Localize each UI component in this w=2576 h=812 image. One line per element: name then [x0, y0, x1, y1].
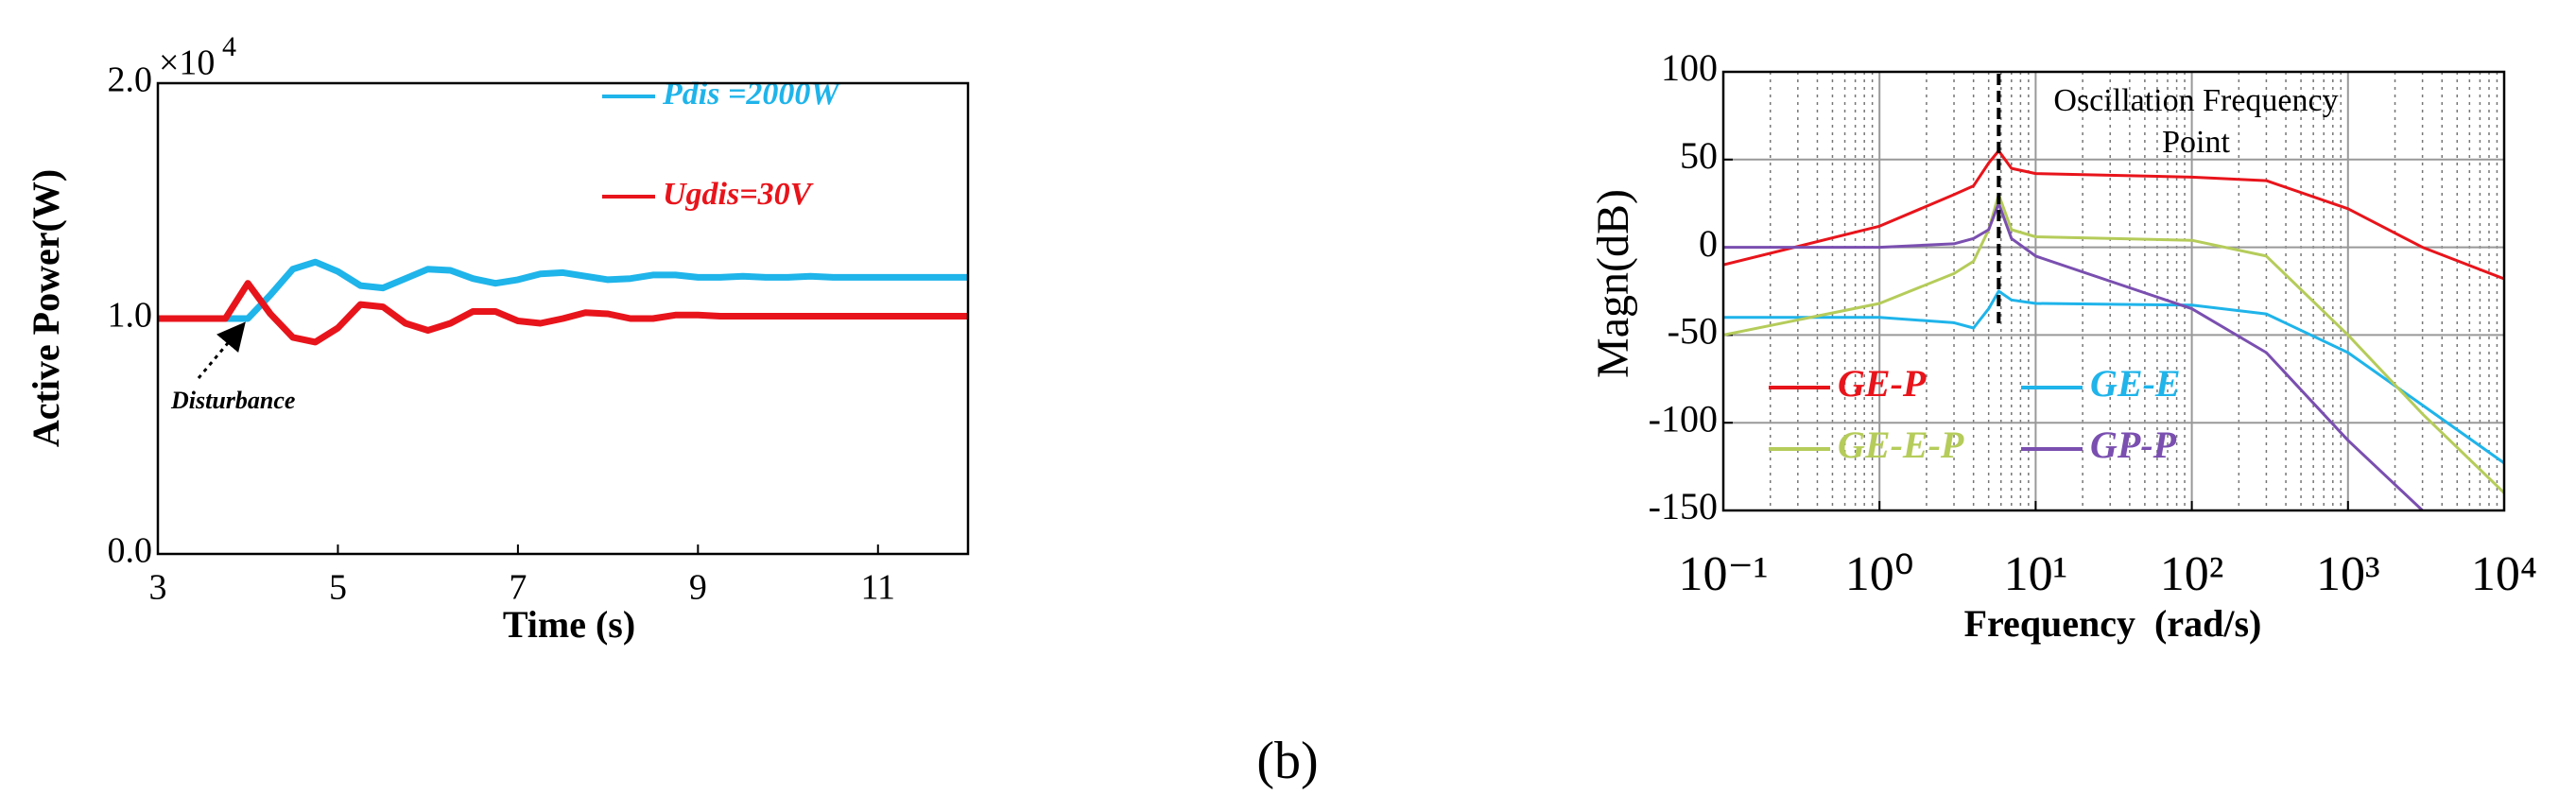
x-tick-label: 3	[149, 568, 167, 608]
y-tick-label: 1.0	[108, 296, 153, 336]
legend-label: GE-P	[1838, 362, 1927, 405]
x-tick-label: 11	[860, 568, 895, 608]
legend-label: Pdis =2000W	[662, 77, 841, 112]
annotation: Disturbance	[170, 387, 295, 414]
annotation-arrow	[197, 321, 246, 379]
x-tick-label: 10⁰	[1845, 547, 1914, 601]
annotation: Oscillation Frequency	[2053, 83, 2338, 118]
legend-label: GE-E	[2090, 362, 2181, 405]
annotation: Point	[2162, 125, 2230, 160]
y-multiplier: ×10	[159, 43, 215, 83]
y-tick-label: 2.0	[108, 60, 153, 100]
y-axis-label: Active Power(W)	[25, 169, 67, 447]
x-tick-label: 10⁴	[2471, 547, 2537, 601]
y-tick-label: -50	[1668, 310, 1718, 353]
legend-label: GP-P	[2090, 423, 2177, 466]
x-tick-label: 9	[689, 568, 707, 608]
x-tick-label: 5	[329, 568, 347, 608]
series-line	[1723, 193, 2504, 494]
series-line	[158, 258, 968, 322]
plot-frame	[156, 81, 970, 556]
x-axis-label: Frequency (rad/s)	[1964, 602, 2262, 645]
legend-label: GE-E-P	[1838, 423, 1964, 466]
x-tick-label: 10³	[2316, 547, 2380, 601]
legend-label: Ugdis=30V	[663, 177, 814, 212]
x-axis-label: Time (s)	[503, 603, 635, 646]
x-tick-label: 7	[509, 568, 527, 608]
series-line	[158, 280, 968, 346]
y-multiplier-exponent: 4	[222, 31, 236, 62]
series-line	[1723, 201, 2424, 510]
plot-frame	[1721, 70, 2506, 512]
y-axis-label: Magn(dB)	[1588, 189, 1638, 378]
x-tick-label: 10¹	[2004, 547, 2068, 601]
y-tick-label: 100	[1661, 46, 1718, 89]
y-tick-label: -150	[1649, 485, 1718, 527]
x-tick-label: 10²	[2160, 547, 2224, 601]
x-tick-label: 10⁻¹	[1678, 547, 1768, 601]
series-line	[1723, 149, 2504, 281]
y-tick-label: -100	[1649, 397, 1718, 440]
y-tick-label: 0.0	[108, 531, 153, 571]
y-tick-label: 50	[1680, 134, 1718, 177]
caption: (b)	[1256, 732, 1318, 790]
y-tick-label: 0	[1699, 222, 1718, 265]
series-line	[1723, 289, 2504, 465]
